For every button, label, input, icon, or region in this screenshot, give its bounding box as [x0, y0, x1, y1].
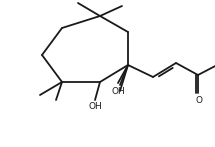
Text: O: O [195, 96, 203, 105]
Text: OH: OH [88, 102, 102, 111]
Text: OH: OH [111, 87, 125, 96]
